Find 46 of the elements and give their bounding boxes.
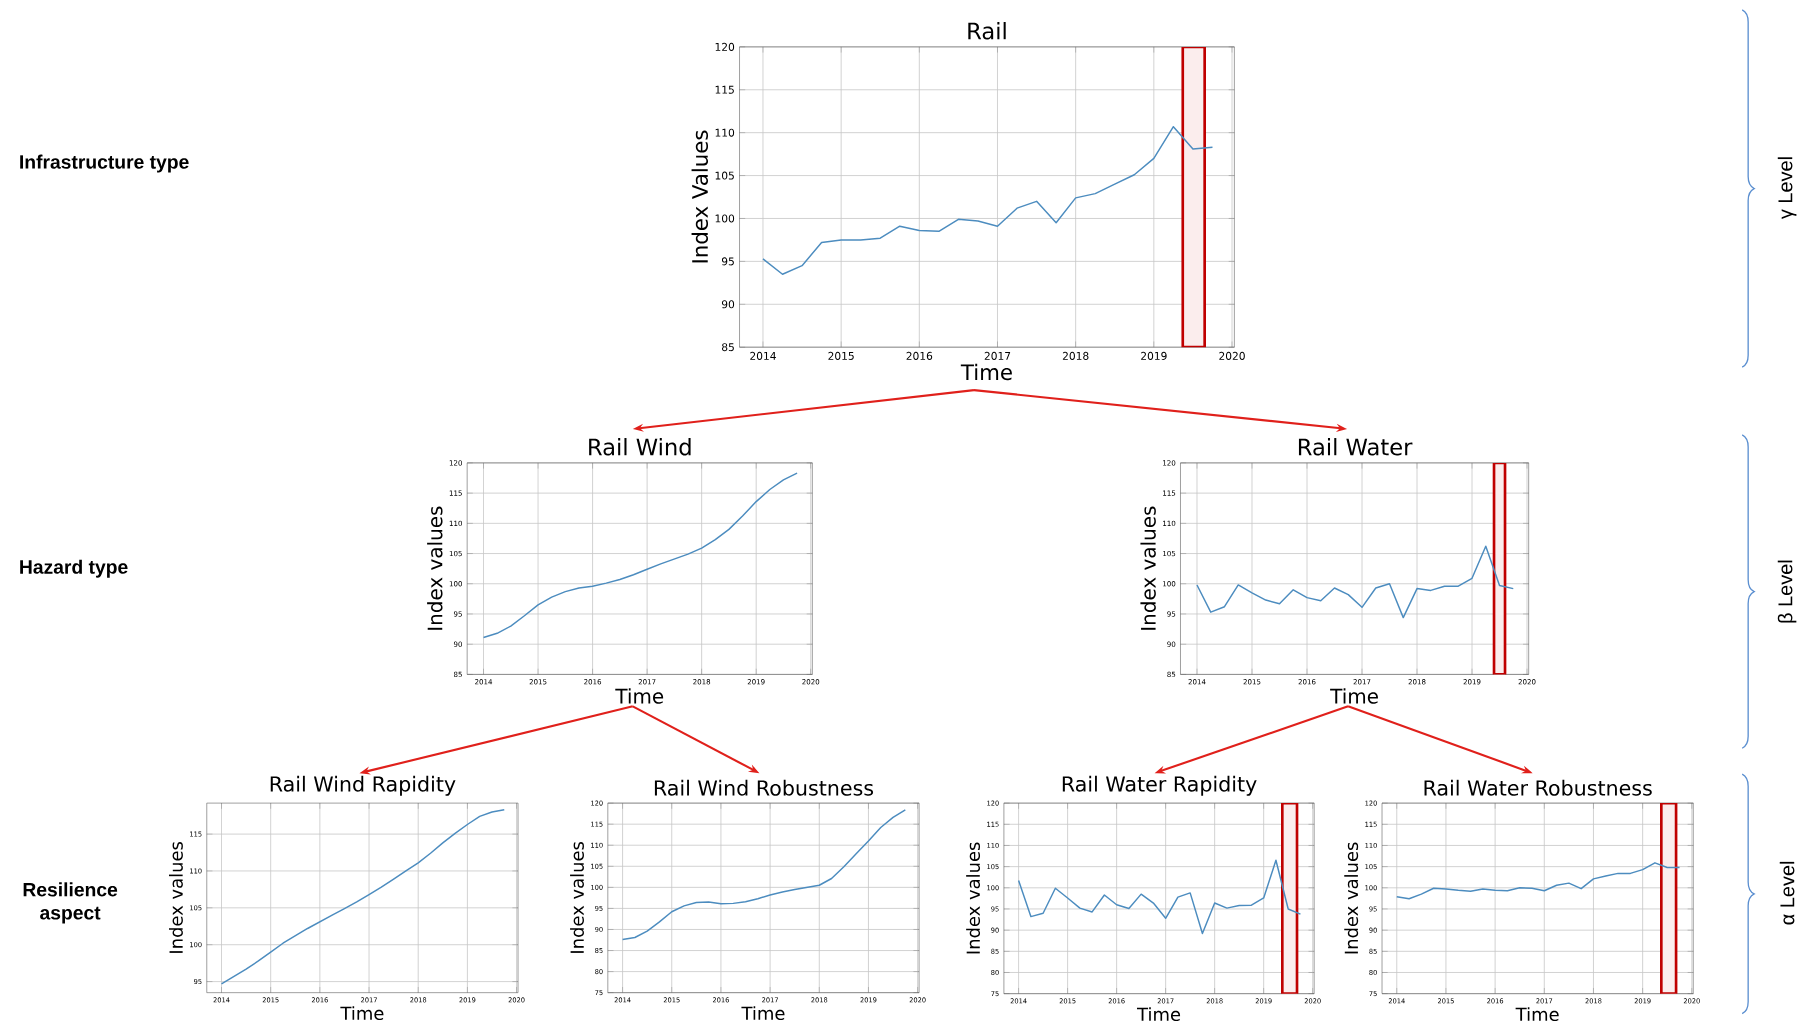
x-axis-title: Time xyxy=(1137,1007,1181,1022)
x-tick-label: 2014 xyxy=(750,352,776,361)
x-tick-label: 2015 xyxy=(828,352,854,361)
line-series xyxy=(1017,859,1302,935)
text: Resilience aspect xyxy=(23,882,118,924)
y-axis-title: Index values xyxy=(1344,842,1359,954)
text: γ Level xyxy=(1777,157,1797,220)
y-axis-title: Index values xyxy=(169,842,183,954)
y-axis-title: Index values xyxy=(570,842,584,954)
y-tick-label: 115 xyxy=(715,86,734,94)
y-tick-label: 120 xyxy=(715,43,735,52)
x-axis-title: Time xyxy=(615,688,664,704)
chart-title: Rail Wind xyxy=(589,438,691,456)
line-series xyxy=(1396,862,1681,900)
y-axis-title: Index values xyxy=(966,842,981,954)
y-tick-label: 110 xyxy=(715,128,735,137)
chart-title: Rail Water Robustness xyxy=(1424,779,1652,796)
x-tick-label: 2017 xyxy=(984,352,1011,361)
y-axis-title: Index values xyxy=(427,506,443,630)
x-axis-title: Time xyxy=(340,1006,384,1021)
y-tick-label: 90 xyxy=(721,300,735,309)
text: Infrastructure type xyxy=(20,154,189,173)
x-axis-title: Time xyxy=(960,363,1012,381)
x-tick-label: 2018 xyxy=(1062,352,1089,361)
y-axis-title: Index Values xyxy=(691,130,709,263)
chart-title: Rail Water Rapidity xyxy=(1062,776,1257,796)
chart-title: Rail Wind Robustness xyxy=(654,779,874,796)
chart-title: Rail xyxy=(968,22,1006,40)
y-tick-label: 100 xyxy=(715,214,735,223)
text: Hazard type xyxy=(20,559,128,578)
x-axis-title: Time xyxy=(1330,688,1378,704)
x-axis-title: Time xyxy=(1515,1007,1559,1022)
x-tick-label: 2016 xyxy=(906,352,933,361)
text: α Level xyxy=(1779,862,1795,925)
y-tick-label: 95 xyxy=(721,257,734,266)
x-tick-label: 2019 xyxy=(1141,352,1167,361)
text: β Level xyxy=(1777,560,1797,623)
chart-title: Rail Water xyxy=(1298,438,1413,456)
line-series xyxy=(762,126,1214,276)
chart-title: Rail Wind Rapidity xyxy=(270,775,456,796)
y-tick-label: 85 xyxy=(722,343,734,352)
y-tick-label: 105 xyxy=(715,171,734,180)
x-tick-label: 2020 xyxy=(1219,352,1245,361)
line-series xyxy=(1196,545,1514,619)
y-axis-title: Index values xyxy=(1140,506,1156,630)
x-axis-title: Time xyxy=(741,1006,785,1021)
